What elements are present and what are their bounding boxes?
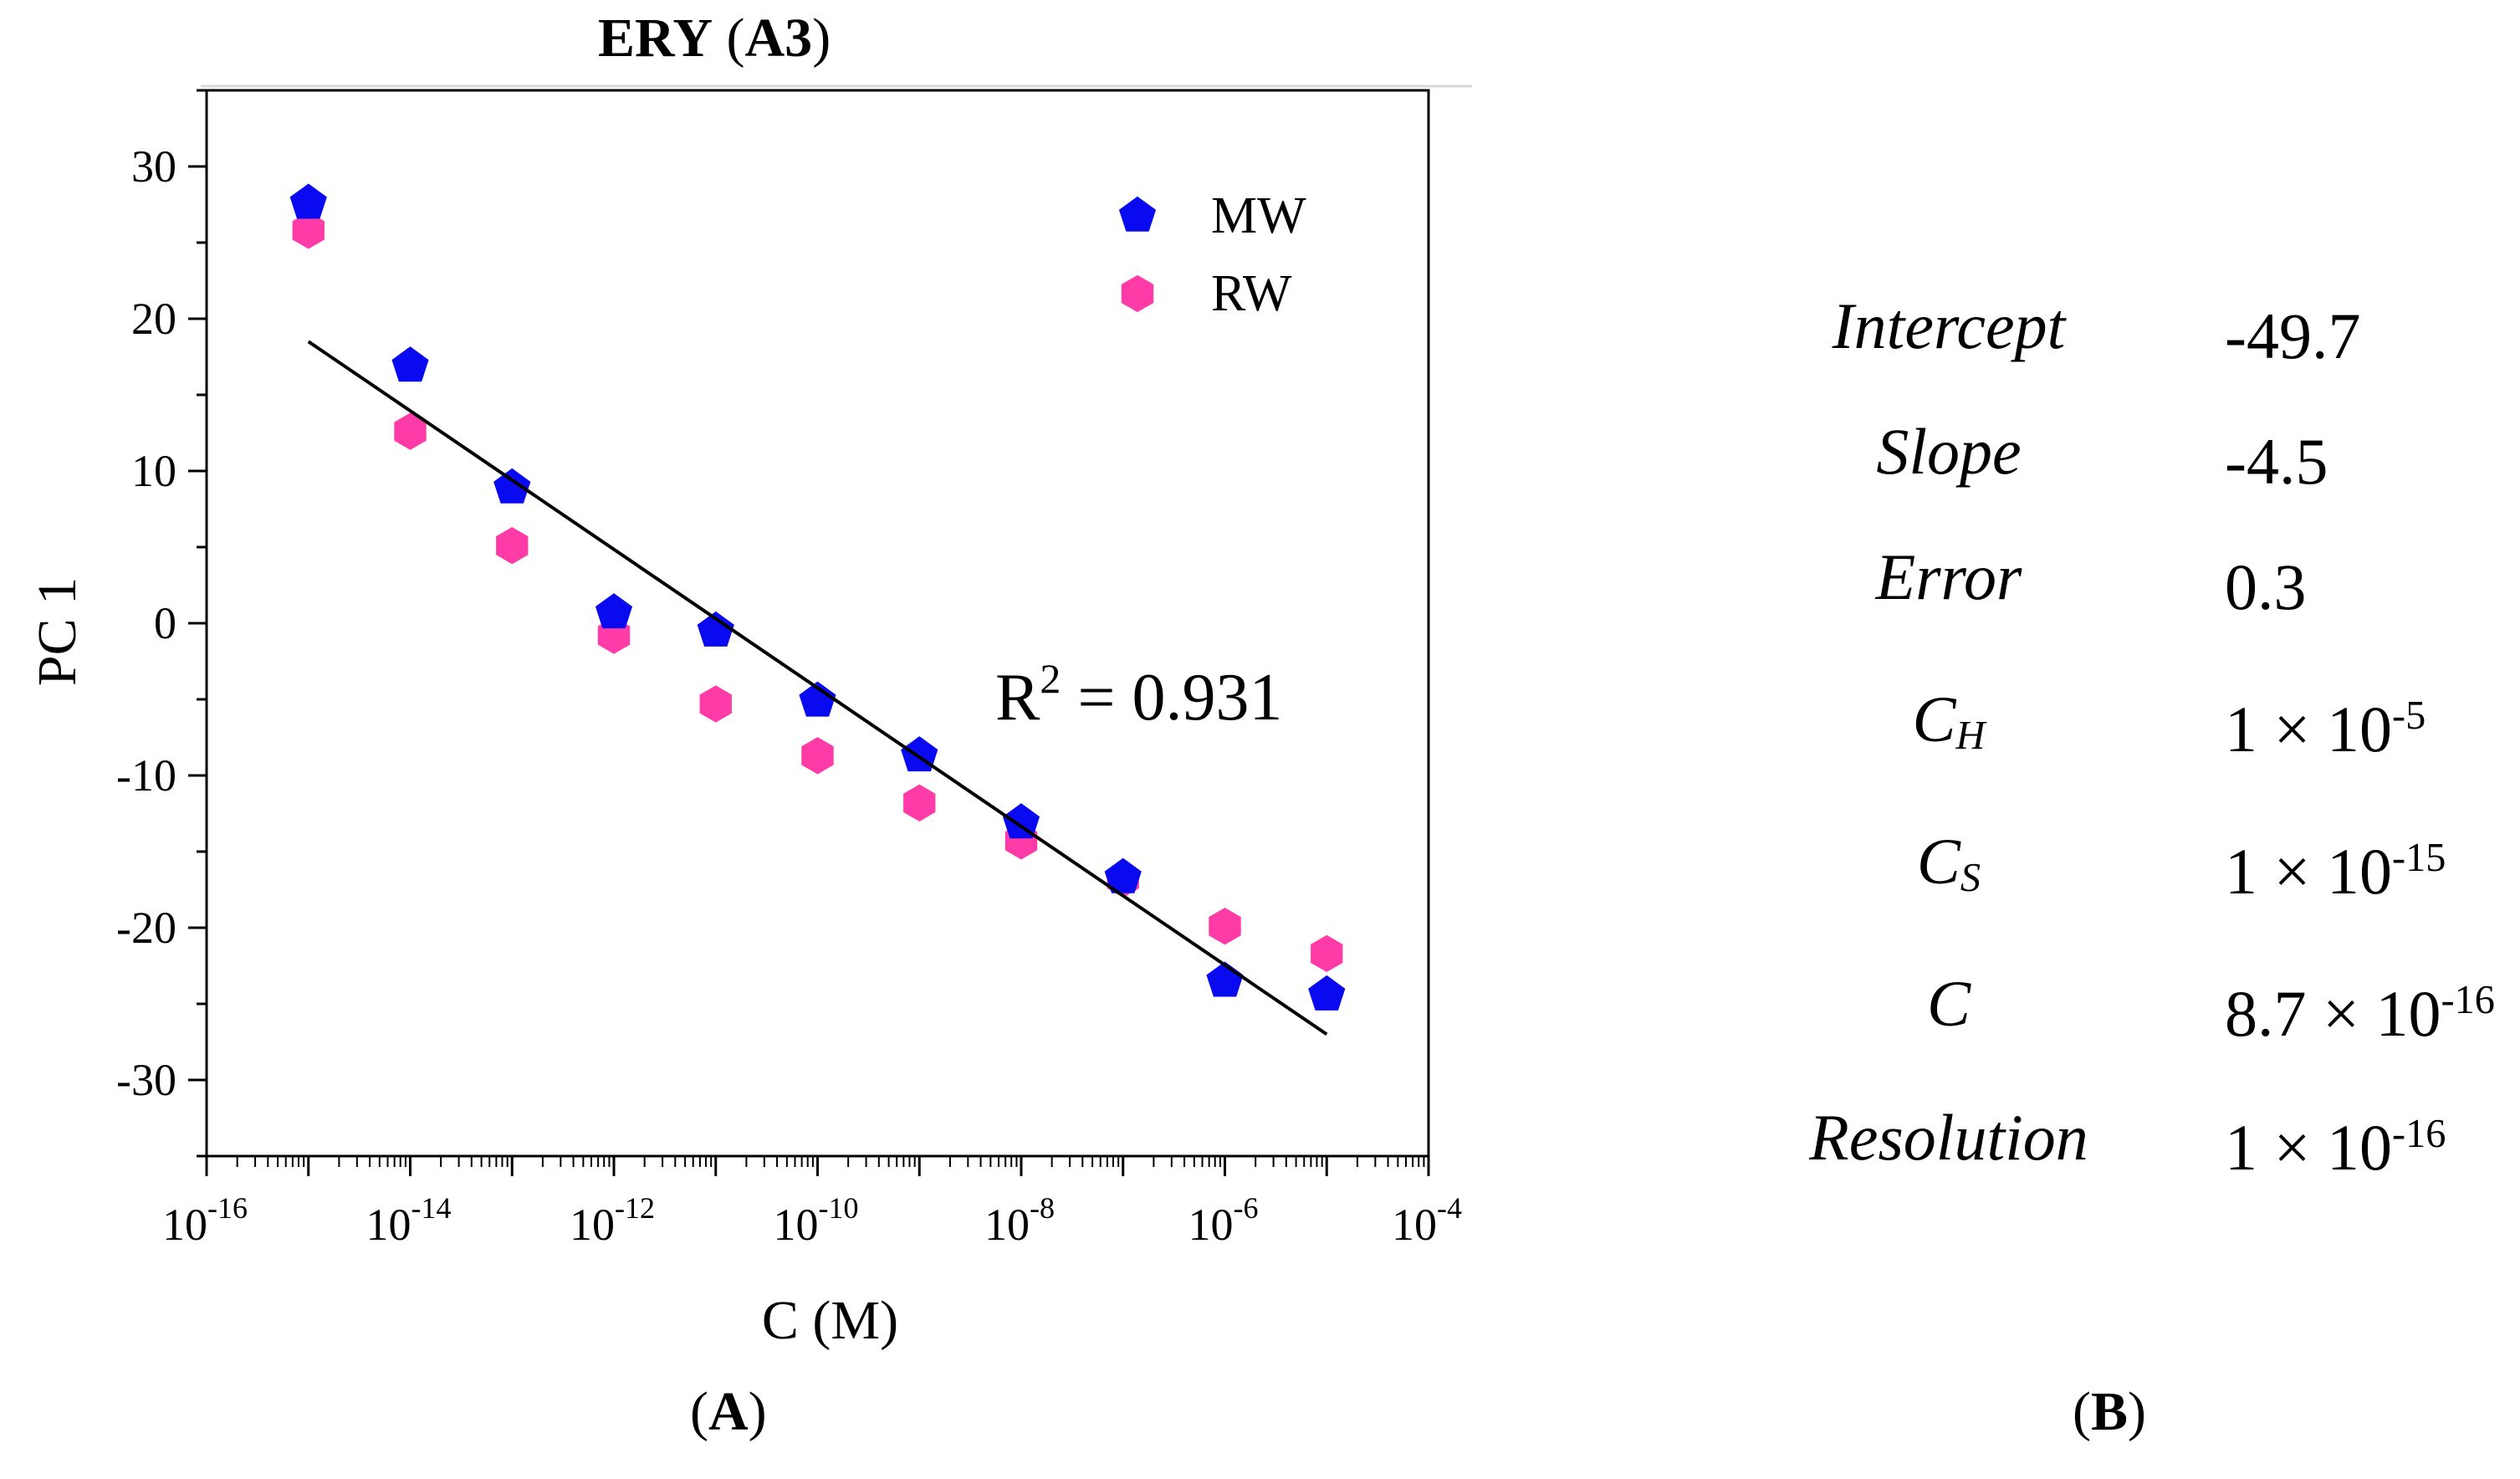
y-tick-label: -10 bbox=[116, 750, 176, 801]
scatter-chart: -30 -20 -10 0 10 20 30 10-16 10-14 10-12 10-10 10-8… bbox=[27, 84, 1472, 1351]
point-mw bbox=[289, 183, 327, 219]
param-name-subscript: S bbox=[1960, 855, 1981, 900]
panel-a-open: ( bbox=[690, 1381, 708, 1442]
fit-line bbox=[307, 340, 1328, 1036]
y-tick-label: 30 bbox=[131, 141, 176, 192]
param-name: Intercept bbox=[1698, 289, 2200, 364]
point-mw bbox=[391, 346, 429, 382]
legend-marker-mw bbox=[1118, 196, 1157, 232]
param-value: 1 × 10-5 bbox=[2225, 692, 2425, 767]
point-mw bbox=[595, 593, 633, 629]
param-name-text: C bbox=[1926, 967, 1971, 1040]
x-tick-label: 10-16 bbox=[162, 1191, 248, 1250]
param-name-text: C bbox=[1916, 825, 1960, 898]
param-value-exponent: -16 bbox=[2392, 1112, 2446, 1156]
x-tick-label: 10-8 bbox=[984, 1191, 1055, 1250]
param-name-text: C bbox=[1912, 683, 1956, 755]
y-tick-label: 20 bbox=[131, 294, 176, 344]
param-value-text: 1 × 10 bbox=[2225, 835, 2392, 908]
param-value-text: 1 × 10 bbox=[2225, 1111, 2392, 1184]
param-value: 1 × 10-15 bbox=[2225, 834, 2446, 909]
param-value-exponent: -16 bbox=[2441, 978, 2495, 1022]
param-name-text: Slope bbox=[1876, 415, 2022, 488]
param-name: CS bbox=[1698, 824, 2200, 900]
chart-title-paren-open: ( bbox=[726, 8, 745, 69]
r-squared-annotation: R2 = 0.931 bbox=[995, 655, 1282, 734]
param-name-text: Resolution bbox=[1809, 1101, 2088, 1174]
point-mw bbox=[1104, 857, 1142, 893]
y-tick-label: -30 bbox=[116, 1055, 176, 1105]
legend-marker-rw bbox=[1121, 274, 1154, 313]
legend-label-mw: MW bbox=[1211, 187, 1306, 244]
chart-title-paren-close: ) bbox=[812, 8, 831, 69]
panel-b-open: ( bbox=[2073, 1381, 2091, 1442]
legend-label-rw: RW bbox=[1211, 265, 1292, 322]
x-tick-label: 10-6 bbox=[1188, 1191, 1259, 1250]
point-rw bbox=[801, 737, 834, 775]
plot-frame bbox=[205, 89, 1430, 1158]
panel-a-close: ) bbox=[748, 1381, 767, 1442]
point-mw bbox=[799, 681, 836, 717]
x-tick-label: 10-4 bbox=[1392, 1191, 1462, 1250]
param-value-exponent: -15 bbox=[2392, 836, 2446, 880]
param-name: Resolution bbox=[1698, 1100, 2200, 1175]
param-name: C bbox=[1698, 966, 2200, 1041]
panel-b-close: ) bbox=[2128, 1381, 2146, 1442]
param-value: 0.3 bbox=[2225, 550, 2307, 625]
x-tick-label: 10-14 bbox=[366, 1191, 452, 1250]
point-rw bbox=[699, 685, 732, 723]
chart-title-id: A3 bbox=[744, 8, 813, 69]
param-value: 1 × 10-16 bbox=[2225, 1110, 2446, 1185]
point-rw bbox=[1311, 934, 1343, 973]
param-value-text: -4.5 bbox=[2225, 425, 2328, 498]
param-value: 8.7 × 10-16 bbox=[2225, 976, 2495, 1052]
param-name-subscript: H bbox=[1955, 713, 1986, 758]
param-value-exponent: -5 bbox=[2392, 693, 2426, 738]
x-tick-label: 10-10 bbox=[774, 1191, 859, 1250]
param-value-text: 1 × 10 bbox=[2225, 693, 2392, 765]
param-value: -49.7 bbox=[2225, 299, 2360, 374]
param-value-text: -49.7 bbox=[2225, 299, 2361, 372]
panel-a-letter: A bbox=[708, 1381, 749, 1442]
point-mw bbox=[697, 611, 734, 647]
y-tick-label: 0 bbox=[154, 598, 176, 648]
y-axis-label: PC 1 bbox=[27, 577, 88, 686]
point-mw bbox=[1206, 961, 1244, 997]
param-name-text: Intercept bbox=[1832, 289, 2066, 362]
point-rw bbox=[1209, 908, 1241, 945]
point-rw bbox=[292, 212, 325, 249]
point-mw bbox=[1308, 975, 1346, 1011]
param-name: Error bbox=[1698, 540, 2200, 615]
chart-title-bold: ERY bbox=[598, 8, 713, 69]
param-value-text: 0.3 bbox=[2225, 550, 2307, 623]
point-mw bbox=[493, 468, 531, 504]
x-axis-label: C (M) bbox=[762, 1290, 898, 1351]
point-mw bbox=[1002, 803, 1040, 839]
panel-label-a: (A) bbox=[690, 1380, 767, 1444]
param-name: CH bbox=[1698, 682, 2200, 758]
point-rw bbox=[496, 527, 529, 565]
param-name-text: Error bbox=[1875, 540, 2022, 613]
panel-b-letter: B bbox=[2090, 1381, 2129, 1442]
point-rw bbox=[903, 784, 936, 821]
param-value-text: 8.7 × 10 bbox=[2225, 977, 2441, 1050]
chart-title: ERY (A3) bbox=[598, 7, 831, 70]
y-tick-label: 10 bbox=[131, 446, 176, 496]
x-tick-label: 10-12 bbox=[570, 1191, 655, 1250]
param-value: -4.5 bbox=[2225, 424, 2328, 499]
param-name: Slope bbox=[1698, 414, 2200, 489]
y-tick-label: -20 bbox=[116, 903, 176, 953]
panel-label-b: (B) bbox=[2073, 1380, 2146, 1444]
